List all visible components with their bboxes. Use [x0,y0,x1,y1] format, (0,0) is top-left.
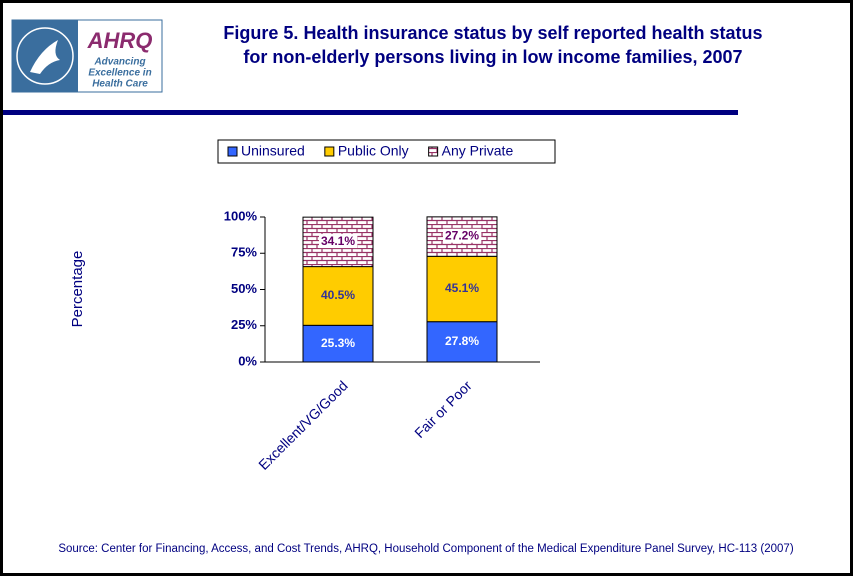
value-label: 34.1% [321,234,355,248]
value-label: 25.3% [321,336,355,350]
legend-label: Any Private [442,143,514,159]
legend-swatch [428,146,439,157]
chart-title: Figure 5. Health insurance status by sel… [223,23,762,43]
logo-tagline: Advancing [93,57,145,68]
bar-segment [426,321,498,363]
y-tick-label: 25% [231,317,257,332]
chart-title: for non-elderly persons living in low in… [243,47,742,67]
value-label: 27.2% [445,229,479,243]
y-tick-label: 0% [238,353,257,368]
bar-segment [302,266,374,326]
legend-swatch [324,146,335,157]
y-tick-label: 75% [231,245,257,260]
logo-name: AHRQ [87,28,153,53]
logo: AHRQ Advancing Excellence in Health Care [11,19,163,93]
legend-label: Uninsured [241,143,305,159]
legend-box [217,139,556,164]
value-label: 27.8% [445,334,479,348]
legend-label: Public Only [338,143,409,159]
bar-segment [302,324,374,363]
legend-swatch [227,146,238,157]
source-note: Source: Center for Financing, Access, an… [58,543,793,555]
label-background [442,228,482,243]
y-tick-label: 100% [224,208,258,223]
logo-tagline: Excellence in [88,68,151,79]
value-label: 40.5% [321,288,355,302]
y-tick-label: 50% [231,281,257,296]
y-axis-label: Percentage [69,251,86,328]
value-label: 45.1% [445,281,479,295]
label-background [318,234,358,249]
logo-tagline: Health Care [92,79,148,90]
header-rule [3,110,738,115]
